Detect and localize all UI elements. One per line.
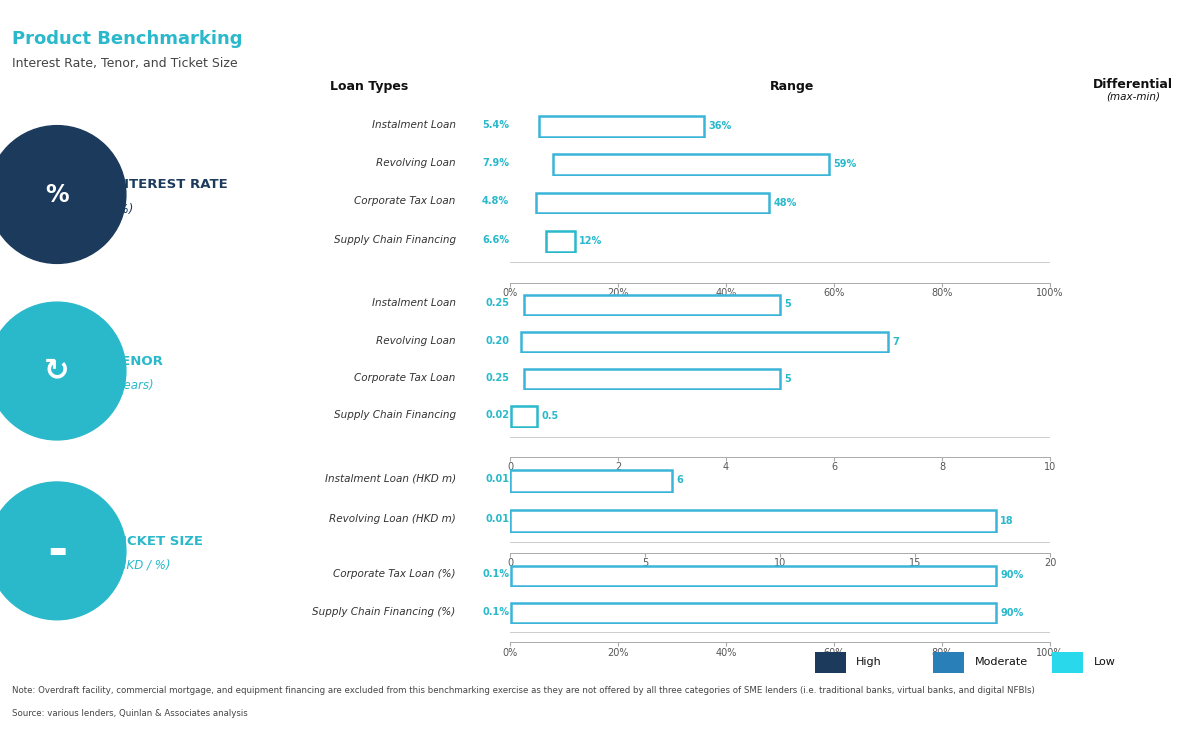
- Text: 12%: 12%: [580, 236, 602, 246]
- FancyBboxPatch shape: [536, 192, 769, 214]
- Text: ↻: ↻: [44, 357, 70, 385]
- Text: 90%: 90%: [1001, 608, 1024, 618]
- Text: 5.99: 5.99: [1106, 474, 1135, 487]
- Text: Supply Chain Financing: Supply Chain Financing: [334, 235, 456, 244]
- Text: Instalment Loan: Instalment Loan: [372, 120, 456, 130]
- Text: (%): (%): [113, 203, 133, 216]
- Text: 0.1%: 0.1%: [482, 570, 509, 579]
- Text: Revolving Loan (HKD m): Revolving Loan (HKD m): [329, 515, 456, 525]
- Text: TICKET SIZE: TICKET SIZE: [113, 534, 203, 548]
- Text: 7.9%: 7.9%: [482, 158, 509, 168]
- Text: Moderate: Moderate: [974, 658, 1028, 667]
- Text: 89.9%: 89.9%: [1100, 607, 1141, 620]
- Text: 0.02: 0.02: [485, 410, 509, 420]
- Text: Loan Types: Loan Types: [330, 80, 408, 93]
- Text: 4.75: 4.75: [1106, 299, 1135, 312]
- Text: 6.80: 6.80: [1106, 336, 1135, 349]
- Text: Product Benchmarking: Product Benchmarking: [12, 30, 242, 48]
- Circle shape: [0, 482, 126, 619]
- Text: 4.75: 4.75: [1106, 373, 1135, 386]
- Text: 36%: 36%: [709, 121, 732, 131]
- Text: (HKD / %): (HKD / %): [113, 559, 170, 572]
- Text: Differential: Differential: [1093, 79, 1172, 91]
- Text: 7: 7: [893, 337, 899, 346]
- Text: INTEREST RATE: INTEREST RATE: [113, 178, 228, 192]
- Text: 89.9%: 89.9%: [1100, 570, 1141, 583]
- FancyBboxPatch shape: [1052, 653, 1084, 672]
- FancyBboxPatch shape: [815, 653, 846, 672]
- Text: 0.20: 0.20: [485, 335, 509, 346]
- FancyBboxPatch shape: [523, 295, 780, 315]
- Text: Supply Chain Financing (%): Supply Chain Financing (%): [312, 607, 456, 617]
- Text: 30.6%: 30.6%: [1100, 120, 1141, 134]
- Text: 5.4%: 5.4%: [1104, 235, 1138, 248]
- FancyBboxPatch shape: [546, 231, 575, 252]
- Text: Revolving Loan: Revolving Loan: [376, 335, 456, 346]
- Text: Interest Rate, Tenor, and Ticket Size: Interest Rate, Tenor, and Ticket Size: [12, 57, 238, 70]
- FancyBboxPatch shape: [521, 332, 888, 352]
- Text: (Years): (Years): [113, 379, 154, 392]
- FancyBboxPatch shape: [553, 154, 829, 175]
- Text: 0.25: 0.25: [485, 373, 509, 382]
- Text: Corporate Tax Loan: Corporate Tax Loan: [354, 197, 456, 206]
- Text: Revolving Loan: Revolving Loan: [376, 158, 456, 168]
- Circle shape: [0, 302, 126, 440]
- Text: (max-min): (max-min): [1106, 92, 1159, 101]
- FancyBboxPatch shape: [934, 653, 965, 672]
- Text: 51.1%: 51.1%: [1100, 159, 1141, 172]
- Text: 90%: 90%: [1001, 570, 1024, 581]
- Text: 48%: 48%: [774, 197, 797, 208]
- FancyBboxPatch shape: [510, 510, 996, 532]
- Text: 0.25: 0.25: [485, 299, 509, 308]
- Text: 5.4%: 5.4%: [482, 120, 509, 130]
- FancyBboxPatch shape: [511, 407, 538, 426]
- FancyBboxPatch shape: [539, 116, 704, 137]
- Text: ▬: ▬: [48, 542, 66, 560]
- Text: 17.99: 17.99: [1102, 515, 1140, 528]
- Text: 18: 18: [1001, 515, 1014, 526]
- FancyBboxPatch shape: [510, 566, 996, 586]
- Text: 0.48: 0.48: [1106, 410, 1135, 424]
- Text: 5: 5: [785, 374, 791, 384]
- Text: Instalment Loan: Instalment Loan: [372, 299, 456, 308]
- Text: Instalment Loan (HKD m): Instalment Loan (HKD m): [324, 474, 456, 484]
- Text: 5: 5: [785, 299, 791, 310]
- Text: 0.5: 0.5: [541, 411, 558, 421]
- Text: Note: Overdraft facility, commercial mortgage, and equipment financing are exclu: Note: Overdraft facility, commercial mor…: [12, 686, 1034, 695]
- Text: Corporate Tax Loan: Corporate Tax Loan: [354, 373, 456, 382]
- Text: 6: 6: [677, 475, 683, 485]
- Text: Low: Low: [1093, 658, 1115, 667]
- Text: TENOR: TENOR: [113, 355, 163, 368]
- Text: Source: various lenders, Quinlan & Associates analysis: Source: various lenders, Quinlan & Assoc…: [12, 709, 247, 719]
- Text: 4.8%: 4.8%: [482, 197, 509, 206]
- Text: 59%: 59%: [833, 159, 856, 170]
- FancyBboxPatch shape: [523, 369, 780, 389]
- Text: 0.1%: 0.1%: [482, 607, 509, 617]
- Text: Supply Chain Financing: Supply Chain Financing: [334, 410, 456, 420]
- Text: Corporate Tax Loan (%): Corporate Tax Loan (%): [334, 570, 456, 579]
- Text: 0.01: 0.01: [485, 515, 509, 525]
- Text: 0.01: 0.01: [485, 474, 509, 484]
- Text: %: %: [46, 183, 68, 206]
- Text: High: High: [856, 658, 882, 667]
- FancyBboxPatch shape: [510, 470, 672, 492]
- Text: Range: Range: [770, 80, 814, 93]
- Text: 43.2%: 43.2%: [1100, 197, 1141, 210]
- FancyBboxPatch shape: [510, 603, 996, 623]
- Text: 6.6%: 6.6%: [482, 235, 509, 244]
- Circle shape: [0, 126, 126, 264]
